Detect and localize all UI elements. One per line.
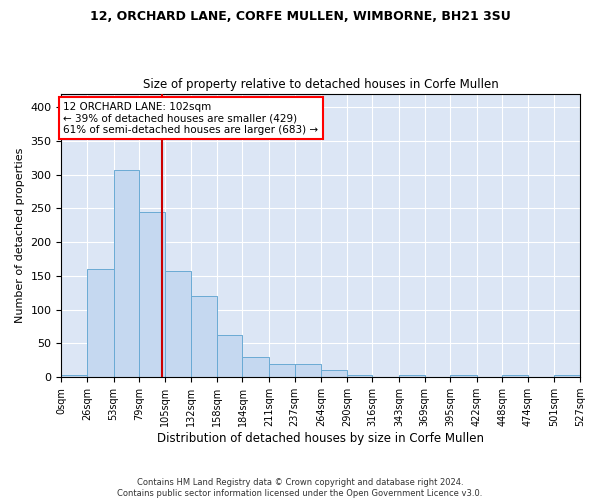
Bar <box>295 364 321 377</box>
Bar <box>321 370 347 377</box>
Text: 12, ORCHARD LANE, CORFE MULLEN, WIMBORNE, BH21 3SU: 12, ORCHARD LANE, CORFE MULLEN, WIMBORNE… <box>89 10 511 23</box>
Bar <box>217 334 242 377</box>
Bar <box>502 375 528 377</box>
Bar <box>165 271 191 377</box>
Bar <box>113 170 139 377</box>
Y-axis label: Number of detached properties: Number of detached properties <box>15 148 25 323</box>
Bar <box>139 212 165 377</box>
Bar <box>269 364 295 377</box>
Text: Contains HM Land Registry data © Crown copyright and database right 2024.
Contai: Contains HM Land Registry data © Crown c… <box>118 478 482 498</box>
Title: Size of property relative to detached houses in Corfe Mullen: Size of property relative to detached ho… <box>143 78 499 91</box>
Bar <box>191 296 217 377</box>
Text: 12 ORCHARD LANE: 102sqm
← 39% of detached houses are smaller (429)
61% of semi-d: 12 ORCHARD LANE: 102sqm ← 39% of detache… <box>64 102 319 135</box>
Bar <box>87 269 113 377</box>
Bar <box>399 375 425 377</box>
Bar <box>61 375 87 377</box>
Bar <box>450 375 476 377</box>
X-axis label: Distribution of detached houses by size in Corfe Mullen: Distribution of detached houses by size … <box>157 432 484 445</box>
Bar <box>554 375 580 377</box>
Bar <box>242 357 269 377</box>
Bar <box>347 375 373 377</box>
